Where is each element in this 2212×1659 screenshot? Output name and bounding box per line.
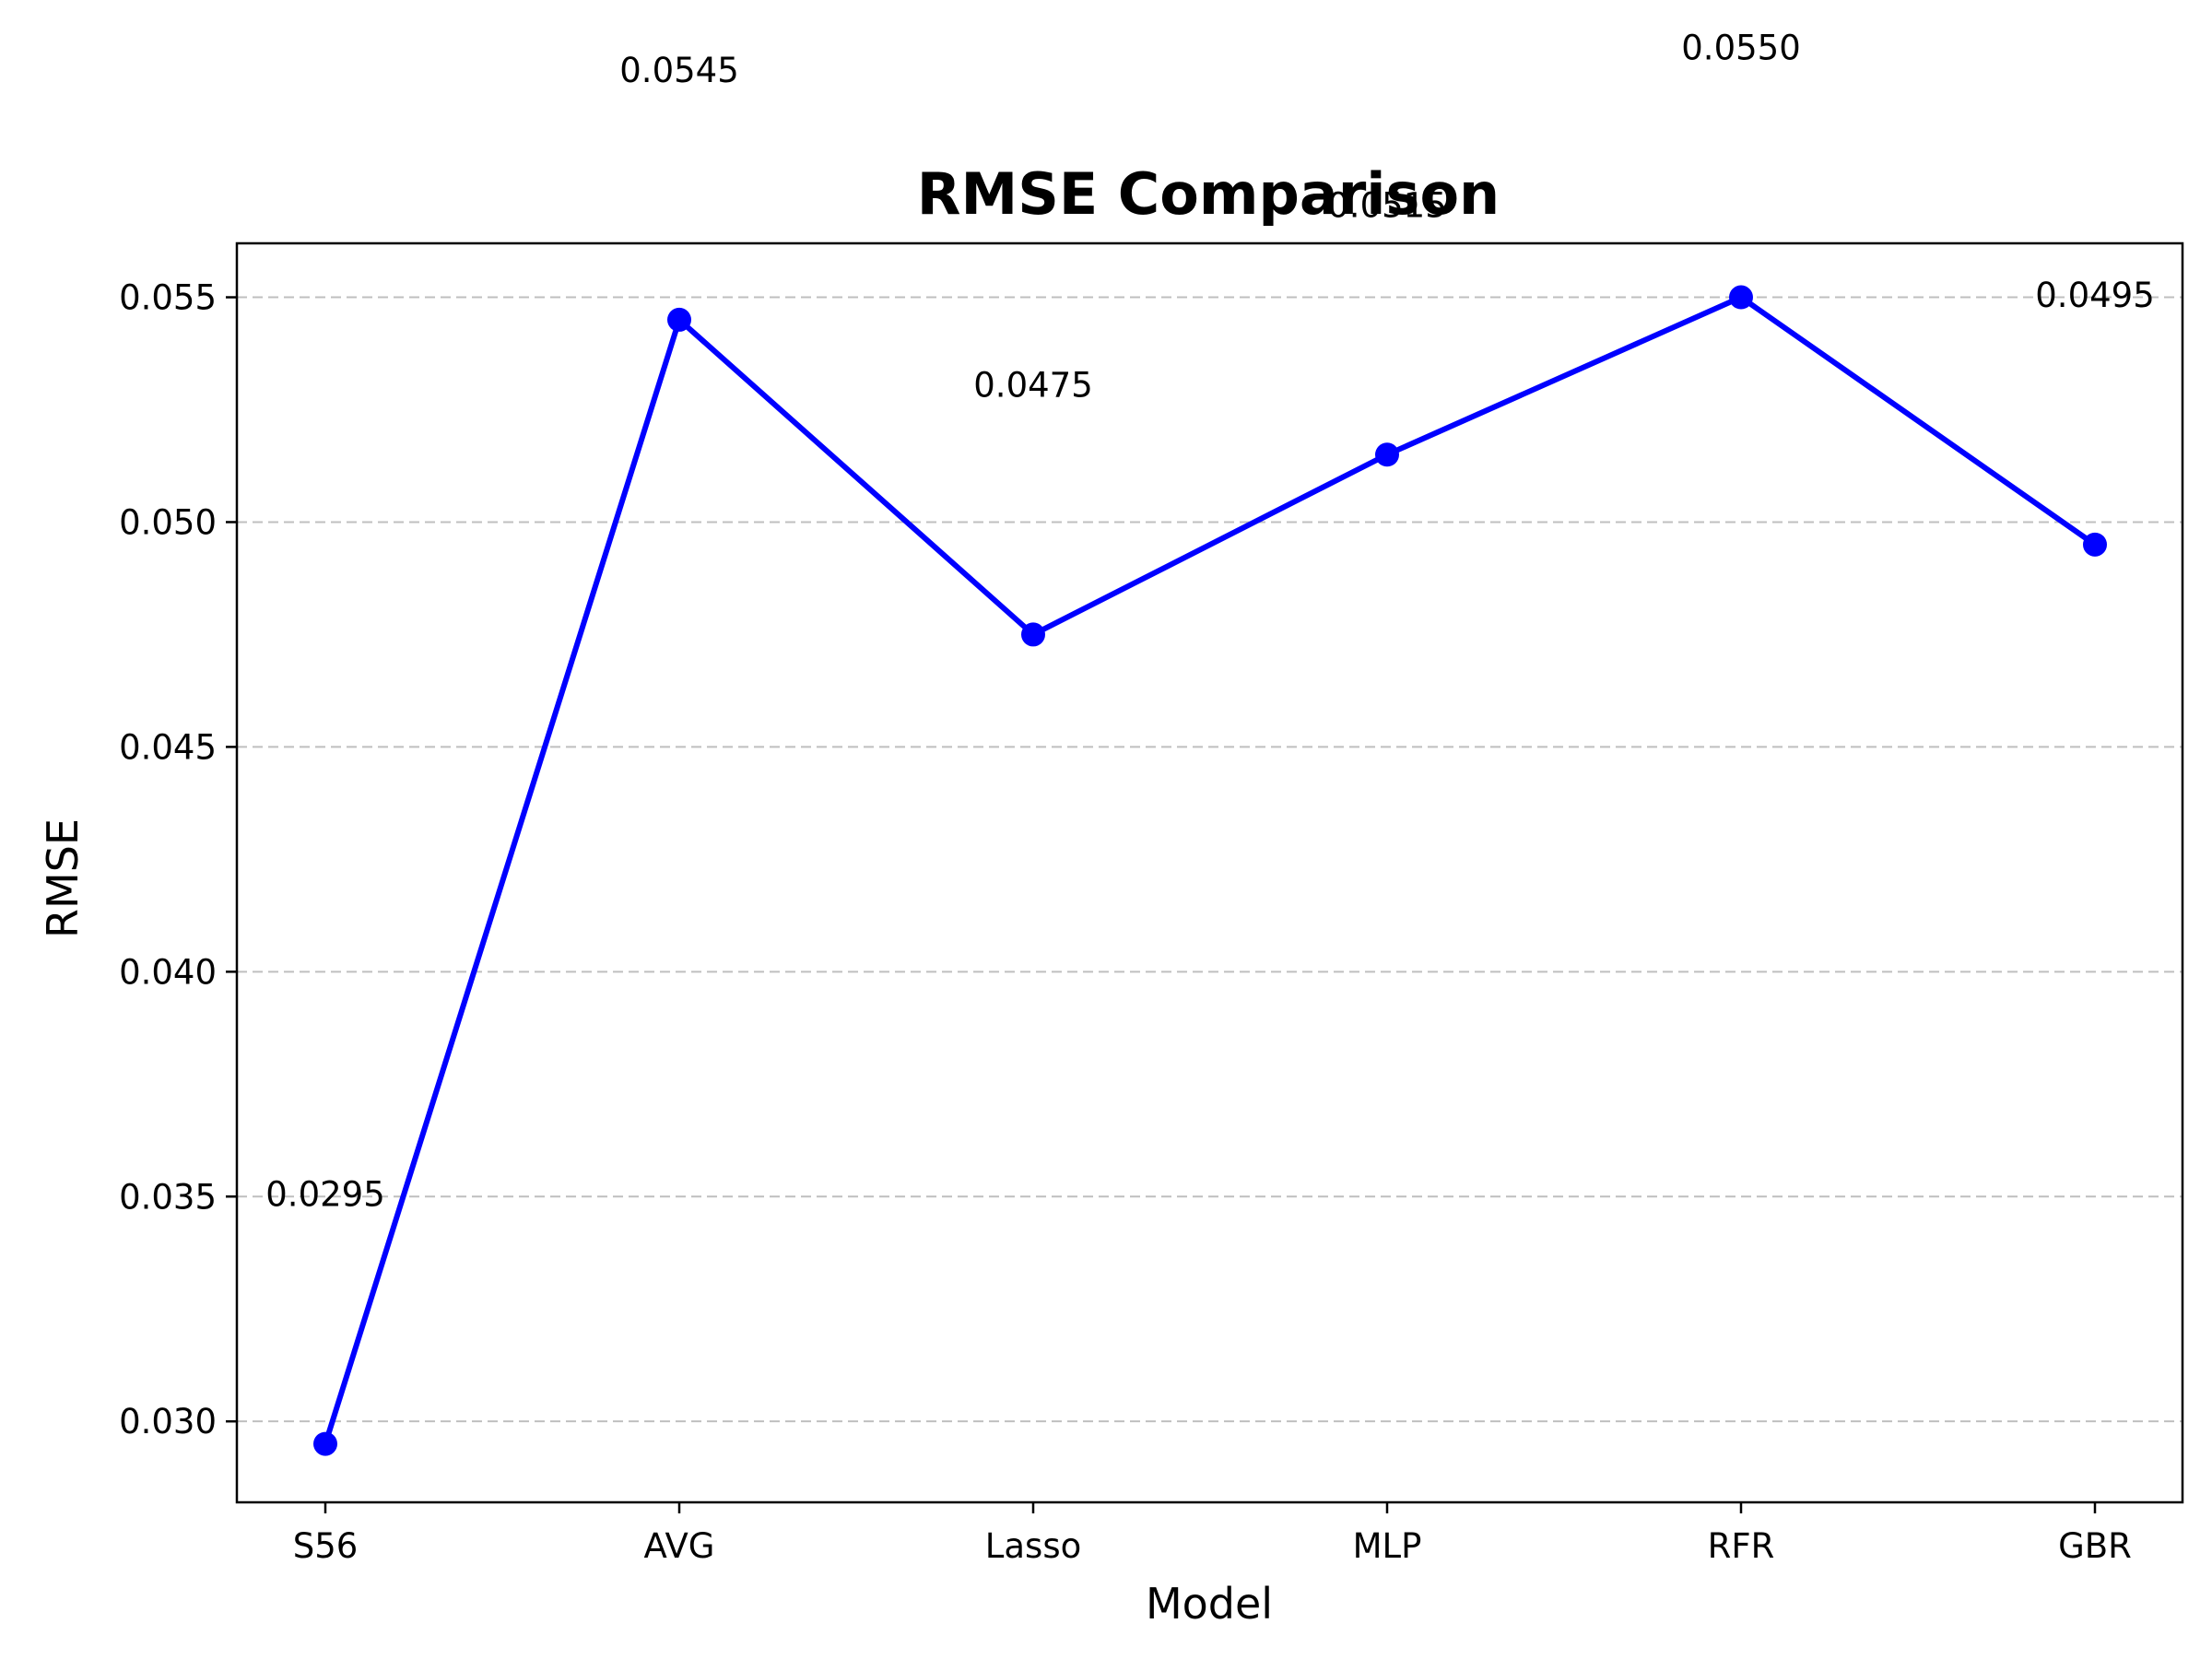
data-label: 0.0295	[265, 1175, 384, 1215]
chart-title: RMSE Comparison	[917, 160, 1500, 228]
y-tick-label: 0.050	[119, 502, 217, 542]
x-tick-label: RFR	[1708, 1526, 1775, 1566]
y-tick-label: 0.030	[119, 1402, 217, 1441]
data-label: 0.0550	[1681, 29, 1800, 68]
data-label: 0.0545	[619, 51, 738, 90]
data-label: 0.0515	[1327, 185, 1446, 225]
y-axis-label: RMSE	[38, 818, 88, 938]
x-axis-label: Model	[1146, 1579, 1273, 1629]
x-tick-label: MLP	[1353, 1526, 1422, 1566]
series-line-layer	[323, 294, 2097, 1445]
y-axis-ticks: 0.030 0.035 0.040 0.045 0.050 0.055	[119, 278, 237, 1441]
x-axis-ticks: S56 AVG Lasso MLP RFR GBR	[293, 1502, 2132, 1566]
x-tick-label: GBR	[2058, 1526, 2132, 1566]
data-point	[1021, 622, 1045, 647]
data-labels: 0.0295 0.0545 0.0475 0.0515 0.0550 0.0495	[265, 29, 2154, 1215]
y-tick-label: 0.045	[119, 727, 217, 767]
y-tick-label: 0.040	[119, 952, 217, 992]
data-point	[1729, 285, 1753, 310]
series-line	[323, 294, 2097, 1445]
gridlines	[237, 296, 2183, 1423]
data-label: 0.0475	[973, 365, 1092, 405]
x-tick-label: Lasso	[985, 1526, 1081, 1566]
plot-frame	[235, 241, 2184, 1504]
x-tick-label: S56	[293, 1526, 359, 1566]
y-tick-label: 0.035	[119, 1177, 217, 1217]
data-point	[667, 307, 691, 332]
data-point	[313, 1431, 337, 1456]
data-point	[1375, 442, 1399, 467]
data-points	[313, 285, 2107, 1456]
data-point	[2083, 532, 2107, 557]
y-tick-label: 0.055	[119, 278, 217, 318]
data-label: 0.0495	[2035, 276, 2154, 315]
x-tick-label: AVG	[644, 1526, 715, 1566]
